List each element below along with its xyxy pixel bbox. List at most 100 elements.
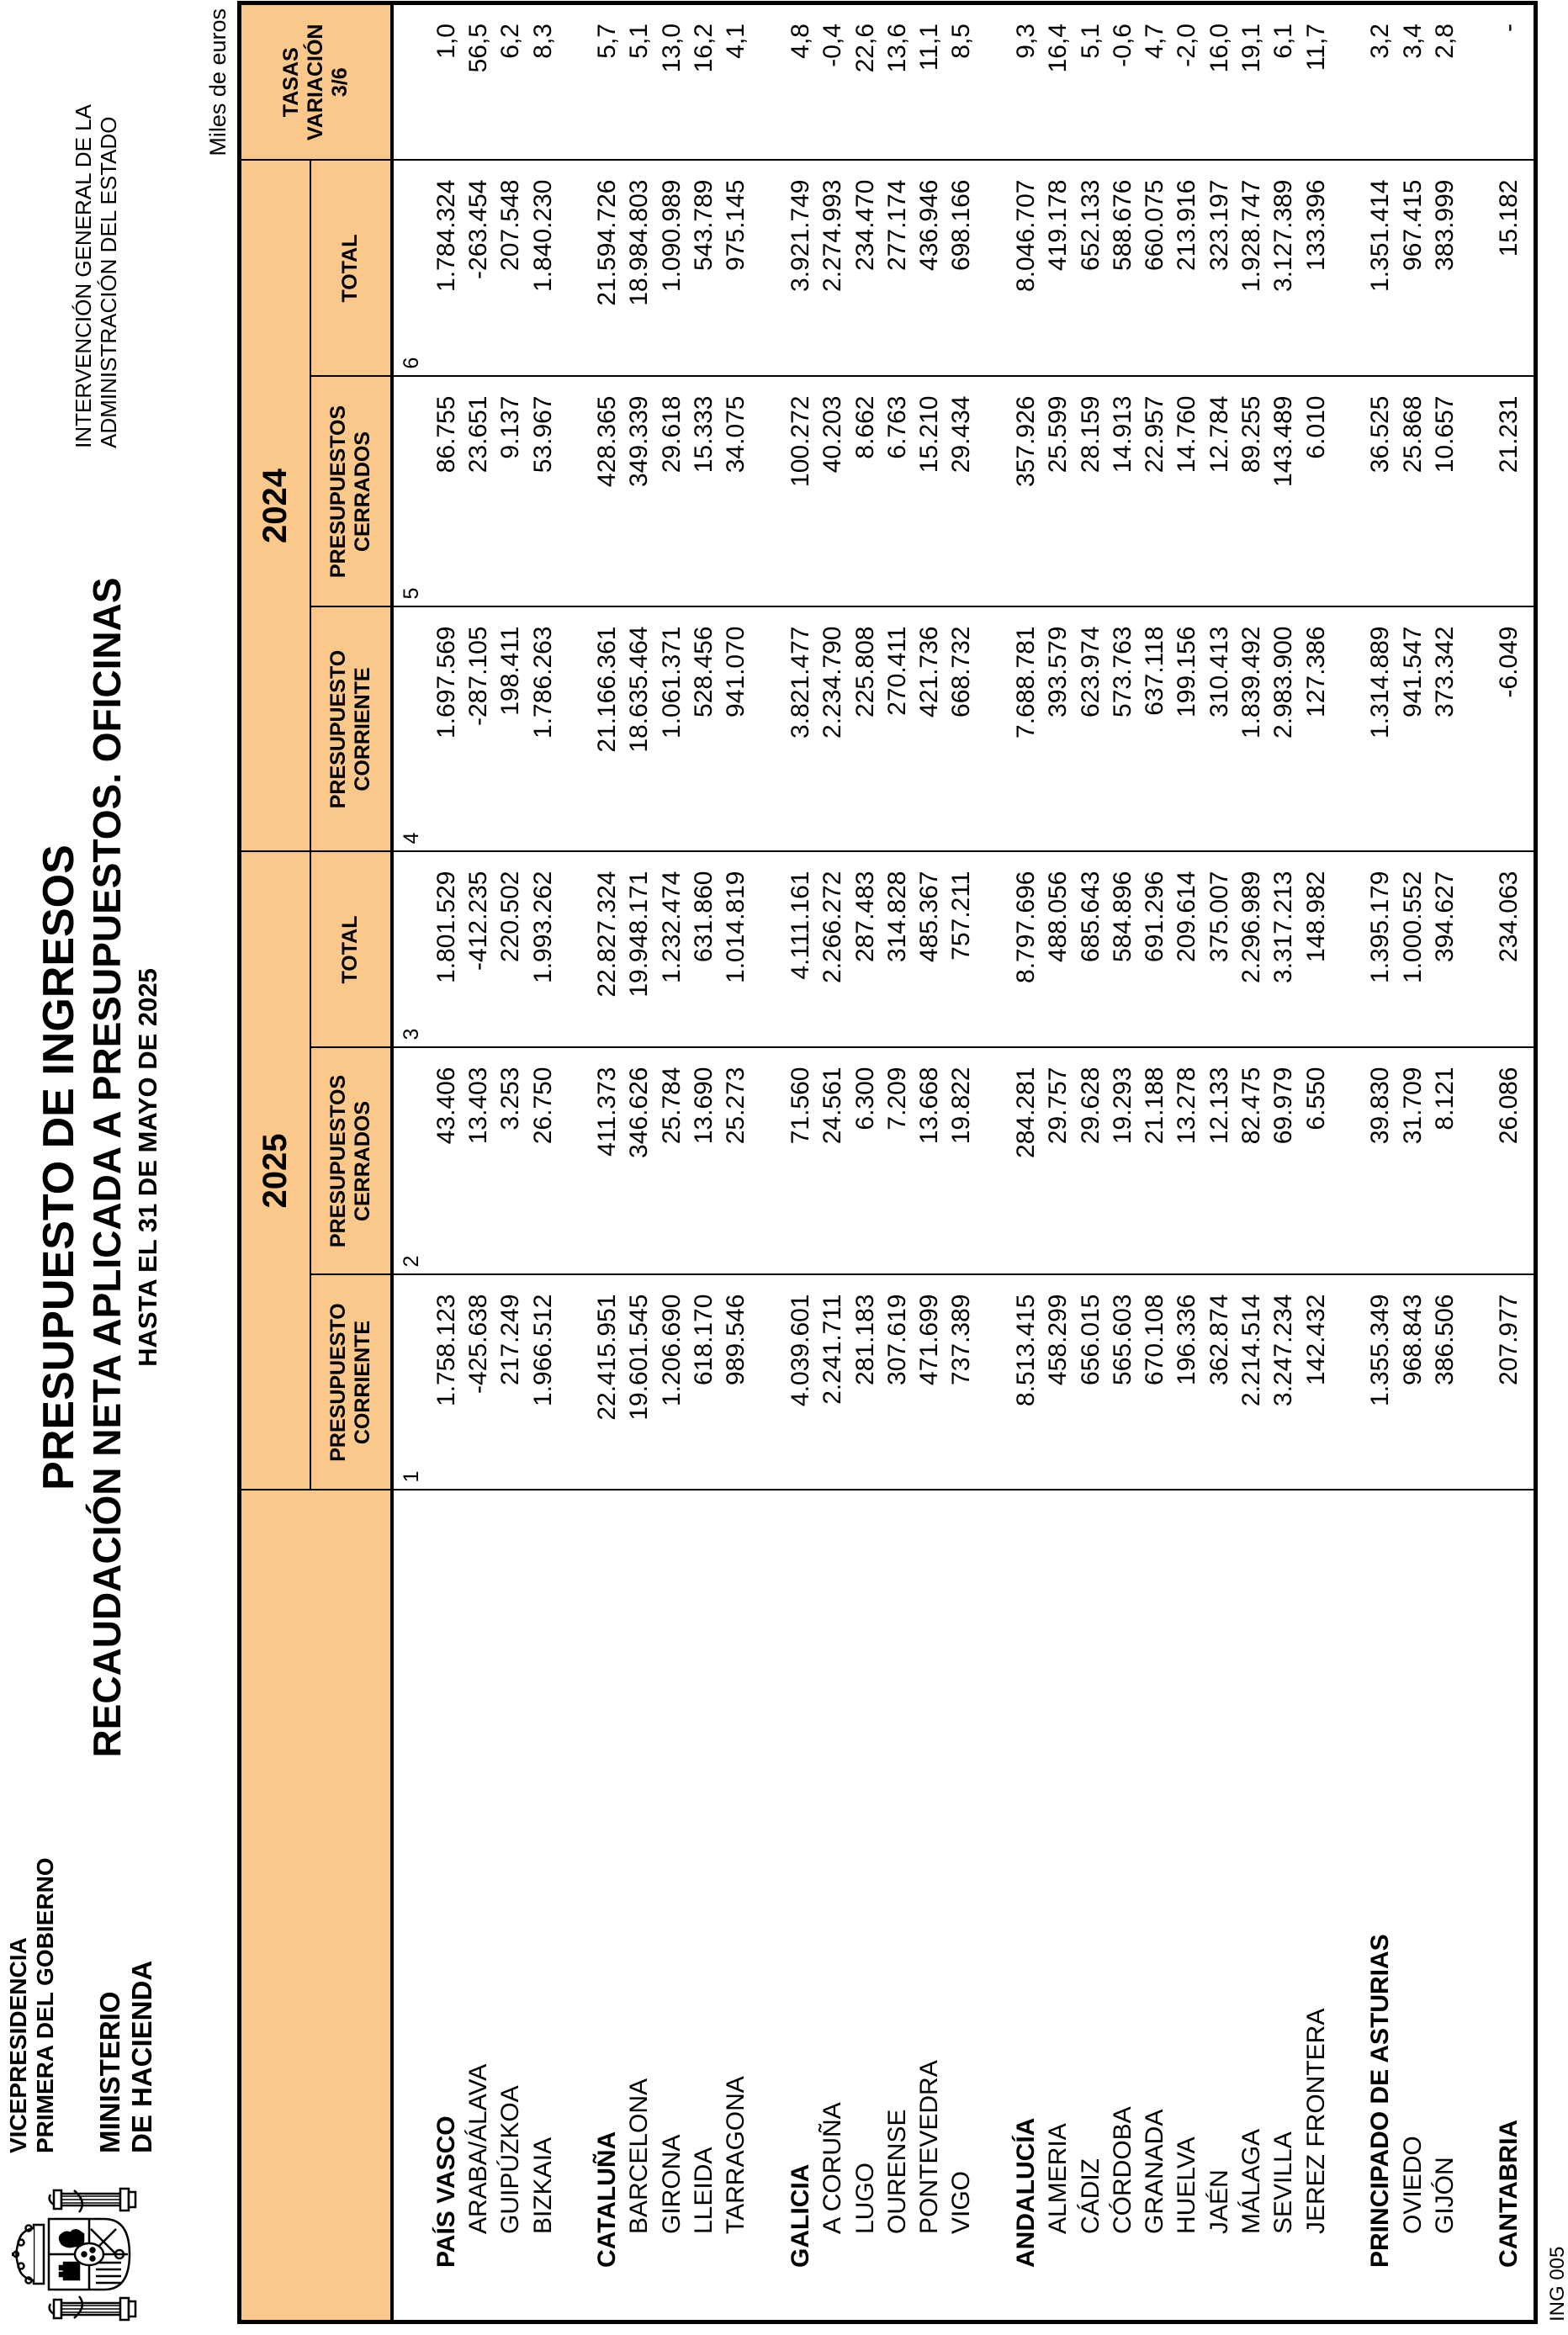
cell-value: 82.475 bbox=[1235, 1047, 1269, 1275]
table-row-blank bbox=[1461, 3, 1494, 2322]
cell-value: 8.797.696 bbox=[1009, 851, 1043, 1048]
row-label: JAÉN bbox=[1205, 2169, 1233, 2234]
cell-value bbox=[752, 376, 785, 607]
row-label bbox=[1332, 1490, 1364, 2322]
table-row-filler bbox=[1525, 3, 1536, 2322]
cell-value: 143.489 bbox=[1268, 376, 1300, 607]
table-row-blank bbox=[1332, 3, 1365, 2322]
cell-value: 13.403 bbox=[462, 1047, 495, 1275]
table-row: ANDALUCÍA 8.513.415 284.281 8.797.696 7.688.… bbox=[1009, 3, 1043, 2322]
cell-value: 199.156 bbox=[1171, 606, 1204, 852]
cell-value: 13.668 bbox=[913, 1047, 946, 1275]
row-label: GUIPÚZKOA bbox=[496, 2085, 525, 2234]
cell-value: 225.808 bbox=[849, 606, 882, 852]
cell-value: 8.046.707 bbox=[1009, 160, 1043, 377]
cell-value: 941.547 bbox=[1396, 606, 1429, 852]
table-row: OVIEDO 968.843 31.709 1.000.552 941.547 25.86… bbox=[1396, 3, 1429, 2322]
cell-tasas-variacion: 16,2 bbox=[687, 3, 721, 161]
table-row: MÁLAGA 2.214.514 82.475 2.296.989 1.839.492 8… bbox=[1235, 3, 1269, 2322]
row-label: TARRAGONA bbox=[722, 2076, 750, 2234]
cell-value: -425.638 bbox=[462, 1274, 495, 1490]
cell-tasas-variacion: 5,1 bbox=[1074, 3, 1107, 161]
cell-value bbox=[559, 376, 591, 607]
cell-value: 4.039.601 bbox=[784, 1274, 818, 1490]
filler-cell bbox=[1525, 851, 1536, 1048]
cell-value: 31.709 bbox=[1396, 1047, 1429, 1275]
cell-tasas-variacion: 5,1 bbox=[623, 3, 656, 161]
cell-value bbox=[1461, 160, 1494, 377]
year-2025-cell: 2025 bbox=[239, 851, 310, 1490]
cell-value bbox=[1461, 376, 1494, 607]
cell-value: 15.333 bbox=[687, 376, 721, 607]
table-row: BIZKAIA 1.966.512 26.750 1.993.262 1.786.263… bbox=[527, 3, 559, 2322]
cell-value: 975.145 bbox=[720, 160, 753, 377]
header-corriente-2025: PRESUPUESTO CORRIENTE bbox=[310, 1274, 392, 1490]
cell-tasas-variacion: 2,8 bbox=[1428, 3, 1461, 161]
cell-value: 19.293 bbox=[1106, 1047, 1140, 1275]
cell-value: 25.273 bbox=[720, 1047, 753, 1275]
filler-cell bbox=[1525, 3, 1536, 161]
cell-value: 2.296.989 bbox=[1235, 851, 1269, 1048]
cell-value: 100.272 bbox=[784, 376, 818, 607]
row-label: GRANADA bbox=[1141, 2109, 1169, 2234]
filler-cell bbox=[1525, 1274, 1536, 1490]
table-row: GUIPÚZKOA 217.249 3.253 220.502 198.411 9.137… bbox=[495, 3, 527, 2322]
cell-value: 22.415.951 bbox=[591, 1274, 624, 1490]
cell-tasas-variacion: 4,1 bbox=[720, 3, 753, 161]
cell-value: 1.314.889 bbox=[1364, 606, 1397, 852]
table-row: PRINCIPADO DE ASTURIAS 1.355.349 39.830 1.3… bbox=[1364, 3, 1397, 2322]
cell-value: 411.373 bbox=[591, 1047, 624, 1275]
cell-value: 10.657 bbox=[1428, 376, 1461, 607]
row-label: SEVILLA bbox=[1269, 2131, 1298, 2234]
table-row-blank bbox=[977, 3, 1010, 2322]
table-row: OURENSE 307.619 7.209 314.828 270.411 6.763 27… bbox=[881, 3, 914, 2322]
row-label: MÁLAGA bbox=[1237, 2128, 1266, 2234]
cell-tasas-variacion: 5,7 bbox=[591, 3, 624, 161]
cell-value: 3.921.749 bbox=[784, 160, 818, 377]
cell-value: 270.411 bbox=[881, 606, 914, 852]
cell-value: 1.232.474 bbox=[655, 851, 688, 1048]
cell-tasas-variacion: -0,6 bbox=[1106, 3, 1140, 161]
cell-value: 148.982 bbox=[1300, 851, 1332, 1048]
cell-value: 3.253 bbox=[495, 1047, 527, 1275]
cell-value: 7.209 bbox=[881, 1047, 914, 1275]
cell-value: 1.090.989 bbox=[655, 160, 688, 377]
cell-value: 1.206.690 bbox=[655, 1274, 688, 1490]
cell-value bbox=[1332, 376, 1365, 607]
row-label: ANDALUCÍA bbox=[1011, 2117, 1040, 2268]
cell-tasas-variacion: 22,6 bbox=[849, 3, 882, 161]
cell-value: 2.983.900 bbox=[1268, 606, 1300, 852]
row-label: ARABA/ÁLAVA bbox=[464, 2063, 492, 2234]
cell-value: 1.840.230 bbox=[527, 160, 559, 377]
cell-value: 737.389 bbox=[946, 1274, 978, 1490]
column-number-row: 1 2 3 4 5 6 bbox=[391, 3, 431, 2322]
cell-value: 25.868 bbox=[1396, 376, 1429, 607]
table-row: BARCELONA 19.601.545 346.626 19.948.171 18.6… bbox=[623, 3, 656, 2322]
row-label: BARCELONA bbox=[625, 2078, 654, 2234]
cell-value: 127.386 bbox=[1300, 606, 1332, 852]
cell-tasas-variacion: - bbox=[1493, 3, 1526, 161]
row-label: GALICIA bbox=[786, 2163, 814, 2268]
cell-value: -6.049 bbox=[1493, 606, 1526, 852]
table-row: LUGO 281.183 6.300 287.483 225.808 8.662 234.4… bbox=[849, 3, 882, 2322]
row-label: ALMERIA bbox=[1044, 2123, 1073, 2234]
filler-cell bbox=[1525, 160, 1536, 377]
cell-value bbox=[1461, 1274, 1494, 1490]
cell-tasas-variacion: 3,4 bbox=[1396, 3, 1429, 161]
cell-value: 623.974 bbox=[1074, 606, 1107, 852]
cell-value: 660.075 bbox=[1139, 160, 1172, 377]
cell-value: 1.786.263 bbox=[527, 606, 559, 852]
cell-value: 19.601.545 bbox=[623, 1274, 656, 1490]
cell-value: 4.111.161 bbox=[784, 851, 818, 1048]
cell-tasas-variacion: 19,1 bbox=[1235, 3, 1269, 161]
cell-value: 310.413 bbox=[1203, 606, 1236, 852]
cell-value bbox=[752, 851, 785, 1048]
cell-value: 21.594.726 bbox=[591, 160, 624, 377]
cell-value: -412.235 bbox=[462, 851, 495, 1048]
cell-value: 652.133 bbox=[1074, 160, 1107, 377]
cell-value: 53.967 bbox=[527, 376, 559, 607]
cell-value: 6.300 bbox=[849, 1047, 882, 1275]
cell-value: 698.166 bbox=[946, 160, 978, 377]
table-row: GIJÓN 386.506 8.121 394.627 373.342 10.657 383… bbox=[1428, 3, 1461, 2322]
row-label: BIZKAIA bbox=[528, 2136, 557, 2234]
